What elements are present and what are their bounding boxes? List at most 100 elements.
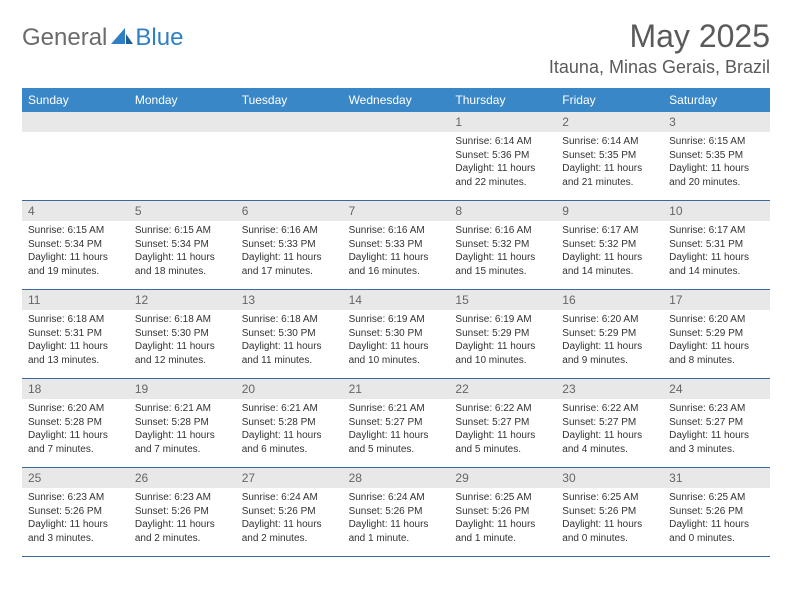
- day-cell: 1Sunrise: 6:14 AMSunset: 5:36 PMDaylight…: [449, 112, 556, 200]
- sunset-text: Sunset: 5:32 PM: [455, 238, 550, 252]
- sunset-text: Sunset: 5:33 PM: [349, 238, 444, 252]
- sunrise-text: Sunrise: 6:15 AM: [135, 224, 230, 238]
- sunset-text: Sunset: 5:27 PM: [562, 416, 657, 430]
- day-number-row: 16: [556, 290, 663, 310]
- daylight-text: and 16 minutes.: [349, 265, 444, 279]
- day-number-row: 21: [343, 379, 450, 399]
- day-body: [22, 132, 129, 141]
- weekday-header-row: Sunday Monday Tuesday Wednesday Thursday…: [22, 88, 770, 112]
- sunset-text: Sunset: 5:35 PM: [562, 149, 657, 163]
- sunset-text: Sunset: 5:28 PM: [242, 416, 337, 430]
- daylight-text: Daylight: 11 hours: [455, 518, 550, 532]
- daylight-text: and 20 minutes.: [669, 176, 764, 190]
- sunset-text: Sunset: 5:35 PM: [669, 149, 764, 163]
- day-body: Sunrise: 6:22 AMSunset: 5:27 PMDaylight:…: [449, 399, 556, 462]
- day-number-row: 6: [236, 201, 343, 221]
- sunrise-text: Sunrise: 6:20 AM: [669, 313, 764, 327]
- day-number-row: [129, 112, 236, 132]
- day-cell: 31Sunrise: 6:25 AMSunset: 5:26 PMDayligh…: [663, 468, 770, 556]
- day-number-row: 3: [663, 112, 770, 132]
- daylight-text: Daylight: 11 hours: [28, 429, 123, 443]
- week-row: 1Sunrise: 6:14 AMSunset: 5:36 PMDaylight…: [22, 112, 770, 201]
- week-row: 18Sunrise: 6:20 AMSunset: 5:28 PMDayligh…: [22, 379, 770, 468]
- day-body: Sunrise: 6:21 AMSunset: 5:28 PMDaylight:…: [129, 399, 236, 462]
- sunrise-text: Sunrise: 6:20 AM: [562, 313, 657, 327]
- day-number: 3: [669, 115, 764, 129]
- day-body: Sunrise: 6:21 AMSunset: 5:27 PMDaylight:…: [343, 399, 450, 462]
- day-number: 7: [349, 204, 444, 218]
- sunrise-text: Sunrise: 6:19 AM: [455, 313, 550, 327]
- day-cell: 25Sunrise: 6:23 AMSunset: 5:26 PMDayligh…: [22, 468, 129, 556]
- sunrise-text: Sunrise: 6:18 AM: [242, 313, 337, 327]
- day-cell: 21Sunrise: 6:21 AMSunset: 5:27 PMDayligh…: [343, 379, 450, 467]
- sunset-text: Sunset: 5:28 PM: [135, 416, 230, 430]
- day-number: 9: [562, 204, 657, 218]
- day-number-row: [343, 112, 450, 132]
- day-number-row: 11: [22, 290, 129, 310]
- daylight-text: Daylight: 11 hours: [562, 251, 657, 265]
- sunset-text: Sunset: 5:29 PM: [455, 327, 550, 341]
- day-cell: 27Sunrise: 6:24 AMSunset: 5:26 PMDayligh…: [236, 468, 343, 556]
- sunrise-text: Sunrise: 6:23 AM: [135, 491, 230, 505]
- day-body: Sunrise: 6:14 AMSunset: 5:36 PMDaylight:…: [449, 132, 556, 195]
- day-body: Sunrise: 6:25 AMSunset: 5:26 PMDaylight:…: [663, 488, 770, 551]
- sunset-text: Sunset: 5:26 PM: [242, 505, 337, 519]
- day-cell: 29Sunrise: 6:25 AMSunset: 5:26 PMDayligh…: [449, 468, 556, 556]
- weekday-header: Wednesday: [343, 88, 450, 112]
- daylight-text: Daylight: 11 hours: [669, 162, 764, 176]
- day-number: 30: [562, 471, 657, 485]
- day-cell: 14Sunrise: 6:19 AMSunset: 5:30 PMDayligh…: [343, 290, 450, 378]
- logo-text-general: General: [22, 24, 107, 52]
- daylight-text: and 7 minutes.: [135, 443, 230, 457]
- day-body: Sunrise: 6:18 AMSunset: 5:31 PMDaylight:…: [22, 310, 129, 373]
- daylight-text: and 13 minutes.: [28, 354, 123, 368]
- day-body: Sunrise: 6:22 AMSunset: 5:27 PMDaylight:…: [556, 399, 663, 462]
- weekday-header: Saturday: [663, 88, 770, 112]
- daylight-text: Daylight: 11 hours: [242, 340, 337, 354]
- day-cell: 4Sunrise: 6:15 AMSunset: 5:34 PMDaylight…: [22, 201, 129, 289]
- sunrise-text: Sunrise: 6:17 AM: [669, 224, 764, 238]
- day-body: Sunrise: 6:23 AMSunset: 5:26 PMDaylight:…: [129, 488, 236, 551]
- daylight-text: Daylight: 11 hours: [562, 162, 657, 176]
- day-number-row: 25: [22, 468, 129, 488]
- day-number: 19: [135, 382, 230, 396]
- day-number-row: 5: [129, 201, 236, 221]
- day-cell: 8Sunrise: 6:16 AMSunset: 5:32 PMDaylight…: [449, 201, 556, 289]
- day-number-row: 2: [556, 112, 663, 132]
- daylight-text: and 2 minutes.: [242, 532, 337, 546]
- daylight-text: and 10 minutes.: [349, 354, 444, 368]
- daylight-text: and 14 minutes.: [562, 265, 657, 279]
- day-number: 24: [669, 382, 764, 396]
- day-cell: 9Sunrise: 6:17 AMSunset: 5:32 PMDaylight…: [556, 201, 663, 289]
- sunset-text: Sunset: 5:27 PM: [669, 416, 764, 430]
- day-number: 8: [455, 204, 550, 218]
- sunset-text: Sunset: 5:34 PM: [28, 238, 123, 252]
- daylight-text: Daylight: 11 hours: [669, 429, 764, 443]
- sunrise-text: Sunrise: 6:15 AM: [28, 224, 123, 238]
- day-number-row: 26: [129, 468, 236, 488]
- day-number: 10: [669, 204, 764, 218]
- day-cell: [343, 112, 450, 200]
- daylight-text: and 22 minutes.: [455, 176, 550, 190]
- calendar: Sunday Monday Tuesday Wednesday Thursday…: [22, 88, 770, 557]
- day-cell: 30Sunrise: 6:25 AMSunset: 5:26 PMDayligh…: [556, 468, 663, 556]
- daylight-text: and 12 minutes.: [135, 354, 230, 368]
- sunrise-text: Sunrise: 6:21 AM: [135, 402, 230, 416]
- day-number-row: 20: [236, 379, 343, 399]
- day-cell: 3 Sunrise: 6:15 AMSunset: 5:35 PMDaylight…: [663, 112, 770, 200]
- daylight-text: Daylight: 11 hours: [242, 518, 337, 532]
- daylight-text: and 8 minutes.: [669, 354, 764, 368]
- day-cell: [22, 112, 129, 200]
- day-body: Sunrise: 6:23 AMSunset: 5:27 PMDaylight:…: [663, 399, 770, 462]
- daylight-text: and 1 minute.: [455, 532, 550, 546]
- day-number: 15: [455, 293, 550, 307]
- weekday-header: Tuesday: [236, 88, 343, 112]
- day-cell: 7Sunrise: 6:16 AMSunset: 5:33 PMDaylight…: [343, 201, 450, 289]
- day-number-row: 7: [343, 201, 450, 221]
- day-number-row: 1: [449, 112, 556, 132]
- day-body: Sunrise: 6:24 AMSunset: 5:26 PMDaylight:…: [236, 488, 343, 551]
- daylight-text: and 5 minutes.: [455, 443, 550, 457]
- day-body: Sunrise: 6:15 AMSunset: 5:35 PMDaylight:…: [663, 132, 770, 195]
- header: General Blue May 2025 Itauna, Minas Gera…: [22, 18, 770, 78]
- day-body: Sunrise: 6:20 AMSunset: 5:29 PMDaylight:…: [663, 310, 770, 373]
